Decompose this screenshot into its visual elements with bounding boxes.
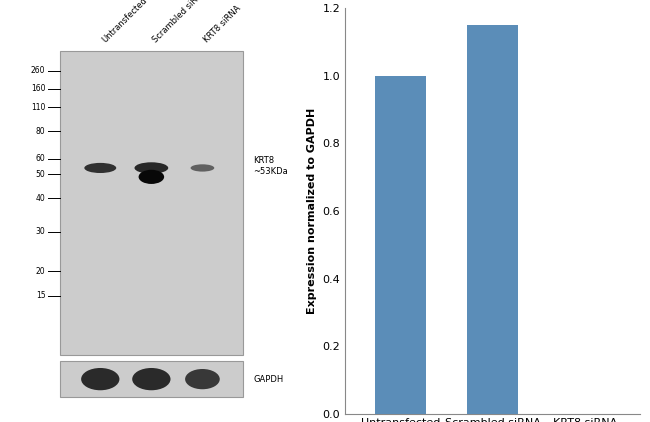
Ellipse shape bbox=[190, 164, 214, 172]
Text: 60: 60 bbox=[36, 154, 46, 163]
Y-axis label: Expression normalized to GAPDH: Expression normalized to GAPDH bbox=[307, 108, 317, 314]
Bar bbox=[60, 51, 242, 355]
Bar bbox=[375, 76, 426, 414]
Text: Scrambled siRNA: Scrambled siRNA bbox=[151, 0, 209, 45]
Text: KRT8
~53KDa: KRT8 ~53KDa bbox=[254, 156, 288, 176]
Text: KRT8 siRNA: KRT8 siRNA bbox=[202, 4, 243, 45]
Ellipse shape bbox=[135, 162, 168, 173]
Text: 110: 110 bbox=[31, 103, 46, 112]
Bar bbox=[467, 25, 518, 414]
Ellipse shape bbox=[138, 170, 164, 184]
Ellipse shape bbox=[81, 368, 120, 390]
Text: 15: 15 bbox=[36, 291, 46, 300]
Text: Untransfected: Untransfected bbox=[100, 0, 149, 45]
Text: 160: 160 bbox=[31, 84, 46, 93]
Text: 50: 50 bbox=[36, 170, 46, 179]
Text: 260: 260 bbox=[31, 66, 46, 75]
Text: 20: 20 bbox=[36, 267, 46, 276]
Ellipse shape bbox=[185, 369, 220, 389]
Bar bbox=[60, 361, 242, 398]
Text: GAPDH: GAPDH bbox=[254, 375, 283, 384]
Ellipse shape bbox=[84, 163, 116, 173]
Text: 40: 40 bbox=[36, 194, 46, 203]
Text: 30: 30 bbox=[36, 227, 46, 236]
Text: 80: 80 bbox=[36, 127, 46, 136]
Ellipse shape bbox=[132, 368, 170, 390]
